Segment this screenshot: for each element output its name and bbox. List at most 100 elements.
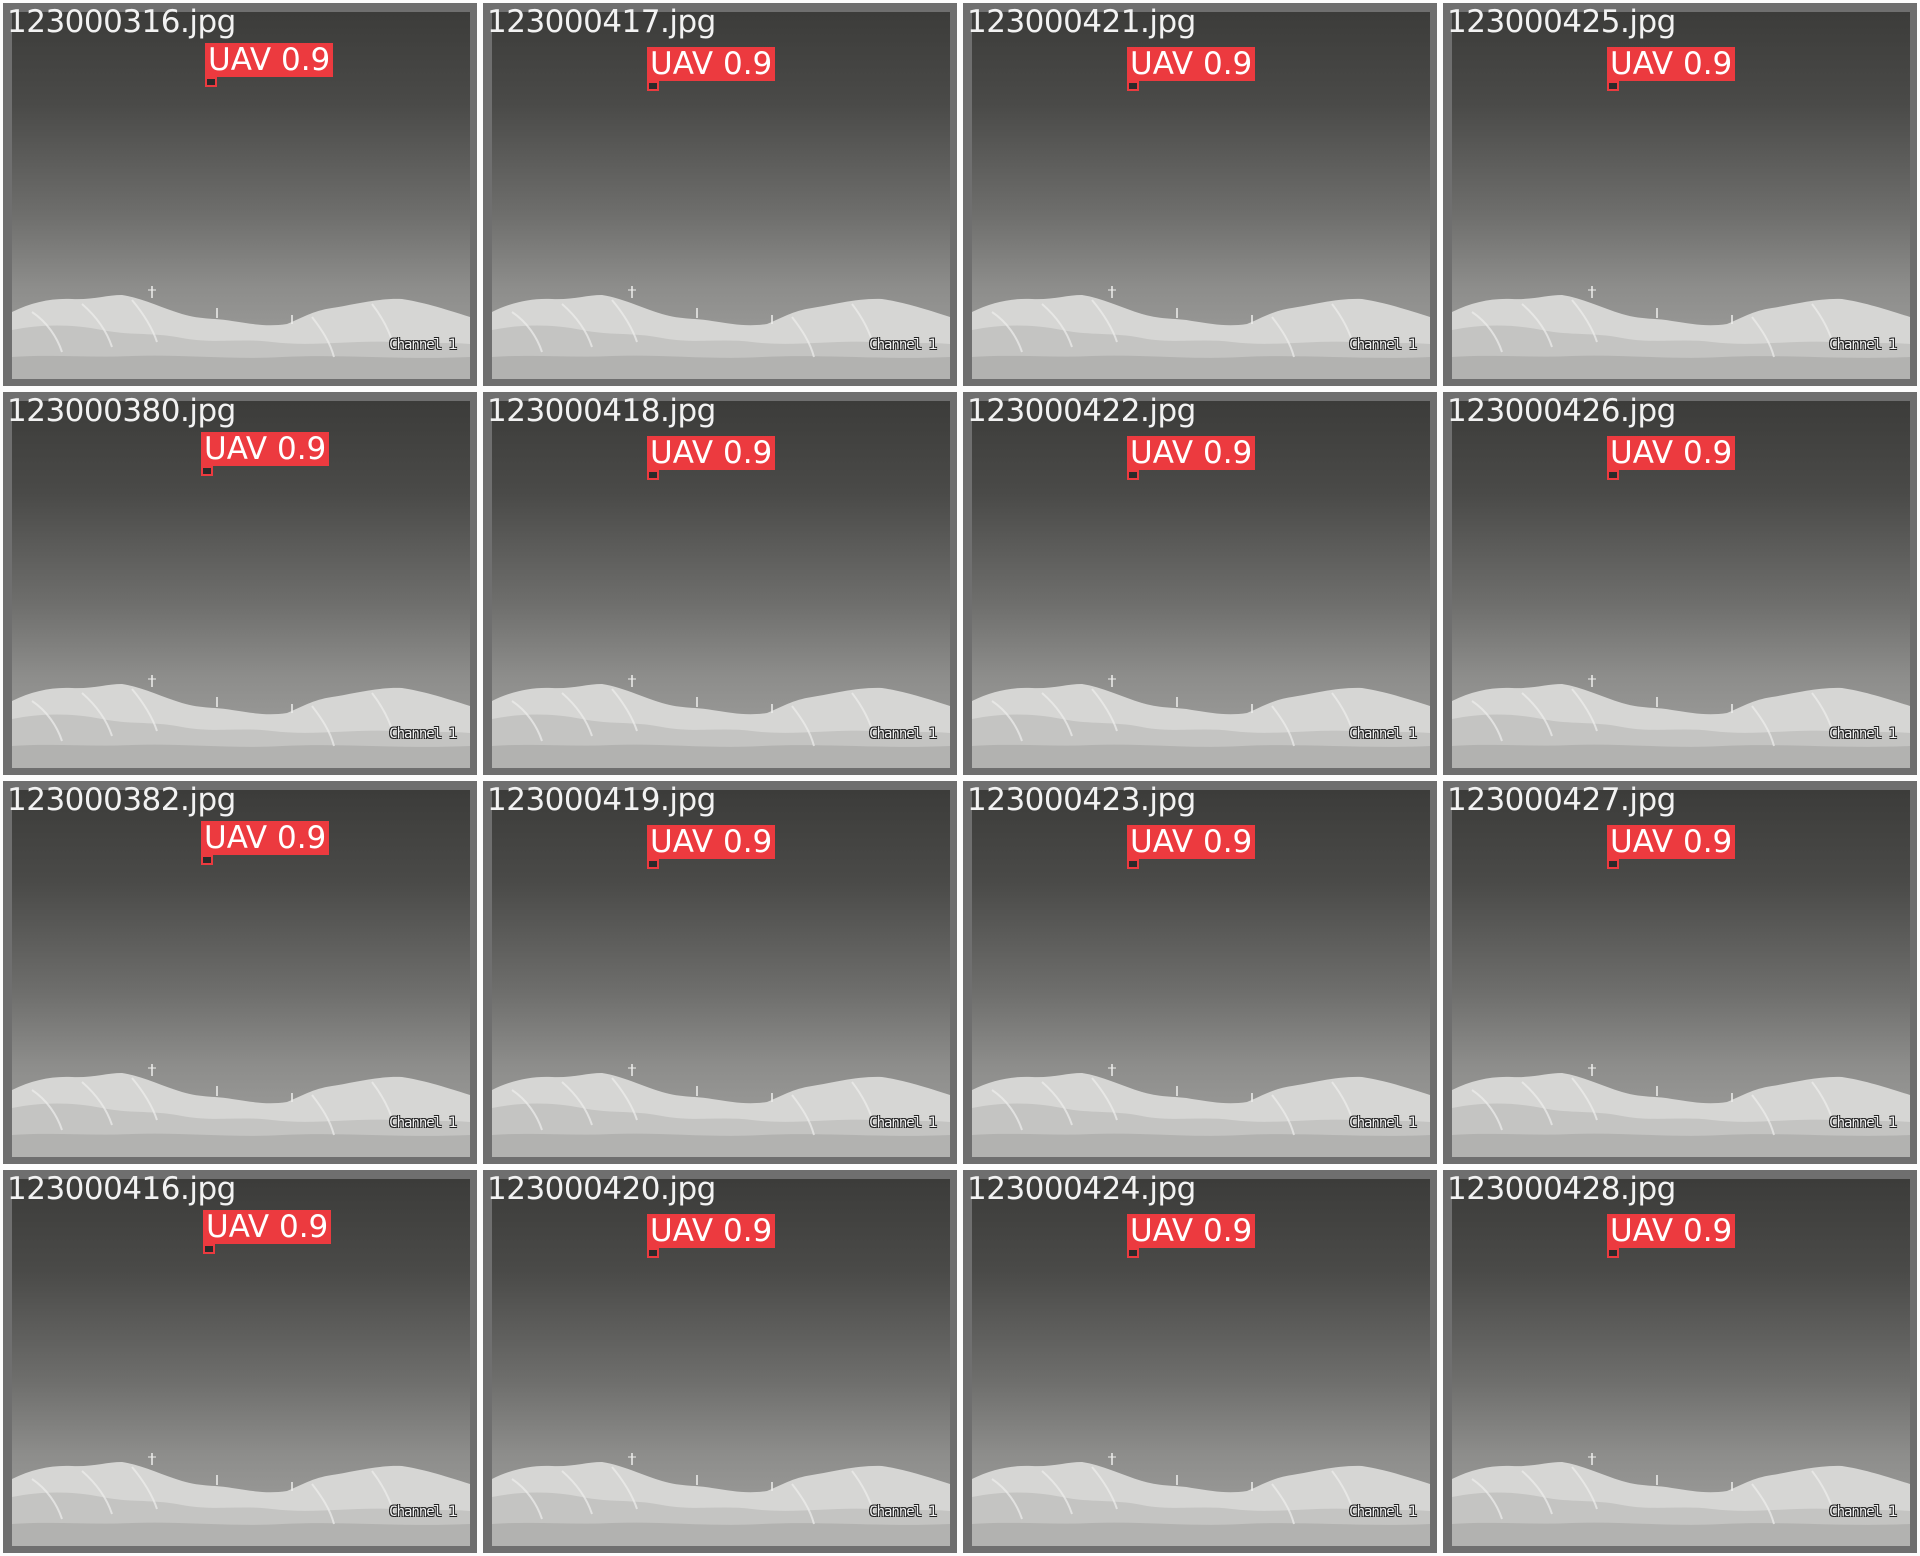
detection-bbox — [1127, 859, 1139, 869]
image-filename: 123000316.jpg — [7, 4, 236, 40]
hill-landscape — [12, 1453, 470, 1546]
uav-detection: UAV 0.9 — [1607, 47, 1736, 91]
uav-detection: UAV 0.9 — [205, 43, 334, 87]
uav-detection: UAV 0.9 — [1127, 47, 1256, 91]
thermal-frame: Channel 1 — [12, 1179, 470, 1546]
uav-detection: UAV 0.9 — [647, 1214, 776, 1258]
channel-overlay-text: Channel 1 — [1829, 1115, 1897, 1131]
detection-bbox — [201, 466, 213, 476]
detection-label: UAV 0.9 — [205, 43, 334, 77]
uav-detection: UAV 0.9 — [647, 436, 776, 480]
image-tile: Channel 1 123000426.jpg UAV 0.9 — [1440, 389, 1920, 778]
channel-overlay-text: Channel 1 — [869, 1504, 937, 1520]
channel-overlay-text: Channel 1 — [1349, 1504, 1417, 1520]
image-tile: Channel 1 123000416.jpg UAV 0.9 — [0, 1167, 480, 1556]
hill-landscape — [492, 1453, 950, 1546]
image-tile: Channel 1 123000417.jpg UAV 0.9 — [480, 0, 960, 389]
detection-bbox — [1127, 470, 1139, 480]
image-filename: 123000418.jpg — [487, 393, 716, 429]
detection-label: UAV 0.9 — [1127, 47, 1256, 81]
image-tile: Channel 1 123000316.jpg UAV 0.9 — [0, 0, 480, 389]
detection-bbox — [203, 1244, 215, 1254]
image-tile: Channel 1 123000421.jpg UAV 0.9 — [960, 0, 1440, 389]
channel-overlay-text: Channel 1 — [389, 726, 457, 742]
detection-label: UAV 0.9 — [201, 432, 330, 466]
detection-label: UAV 0.9 — [201, 821, 330, 855]
detection-bbox — [647, 1248, 659, 1258]
hill-landscape — [1452, 675, 1910, 768]
hill-landscape — [492, 1064, 950, 1157]
detection-bbox — [647, 470, 659, 480]
image-filename: 123000422.jpg — [967, 393, 1196, 429]
detection-label: UAV 0.9 — [203, 1210, 332, 1244]
channel-overlay-text: Channel 1 — [389, 1115, 457, 1131]
thermal-frame: Channel 1 — [1452, 12, 1910, 379]
hill-landscape — [972, 1453, 1430, 1546]
thermal-frame: Channel 1 — [492, 1179, 950, 1546]
detection-label: UAV 0.9 — [647, 436, 776, 470]
hill-landscape — [972, 286, 1430, 379]
detection-label: UAV 0.9 — [1127, 825, 1256, 859]
hill-landscape — [12, 675, 470, 768]
channel-overlay-text: Channel 1 — [1829, 726, 1897, 742]
image-tile: Channel 1 123000419.jpg UAV 0.9 — [480, 778, 960, 1167]
hill-landscape — [12, 286, 470, 379]
image-tile: Channel 1 123000424.jpg UAV 0.9 — [960, 1167, 1440, 1556]
thermal-frame: Channel 1 — [492, 790, 950, 1157]
image-tile: Channel 1 123000380.jpg UAV 0.9 — [0, 389, 480, 778]
channel-overlay-text: Channel 1 — [1829, 337, 1897, 353]
uav-detection: UAV 0.9 — [1127, 1214, 1256, 1258]
uav-detection: UAV 0.9 — [1607, 825, 1736, 869]
thermal-frame: Channel 1 — [1452, 790, 1910, 1157]
image-filename: 123000423.jpg — [967, 782, 1196, 818]
uav-detection: UAV 0.9 — [1607, 436, 1736, 480]
image-tile: Channel 1 123000427.jpg UAV 0.9 — [1440, 778, 1920, 1167]
detection-label: UAV 0.9 — [647, 1214, 776, 1248]
image-filename: 123000421.jpg — [967, 4, 1196, 40]
uav-detection: UAV 0.9 — [1127, 825, 1256, 869]
channel-overlay-text: Channel 1 — [389, 1504, 457, 1520]
uav-detection: UAV 0.9 — [203, 1210, 332, 1254]
hill-landscape — [492, 675, 950, 768]
uav-detection: UAV 0.9 — [201, 821, 330, 865]
detection-label: UAV 0.9 — [647, 825, 776, 859]
channel-overlay-text: Channel 1 — [1349, 1115, 1417, 1131]
detection-label: UAV 0.9 — [1607, 1214, 1736, 1248]
hill-landscape — [1452, 1064, 1910, 1157]
hill-landscape — [492, 286, 950, 379]
image-filename: 123000428.jpg — [1447, 1171, 1676, 1207]
uav-detection: UAV 0.9 — [647, 825, 776, 869]
hill-landscape — [1452, 286, 1910, 379]
detection-label: UAV 0.9 — [1607, 47, 1736, 81]
thermal-frame: Channel 1 — [972, 401, 1430, 768]
image-filename: 123000426.jpg — [1447, 393, 1676, 429]
hill-landscape — [1452, 1453, 1910, 1546]
image-tile: Channel 1 123000425.jpg UAV 0.9 — [1440, 0, 1920, 389]
channel-overlay-text: Channel 1 — [389, 337, 457, 353]
channel-overlay-text: Channel 1 — [1349, 337, 1417, 353]
image-filename: 123000382.jpg — [7, 782, 236, 818]
detection-bbox — [1607, 859, 1619, 869]
detection-bbox — [1127, 1248, 1139, 1258]
detection-bbox — [205, 77, 217, 87]
detection-bbox — [647, 81, 659, 91]
channel-overlay-text: Channel 1 — [1829, 1504, 1897, 1520]
image-filename: 123000416.jpg — [7, 1171, 236, 1207]
detection-bbox — [1607, 81, 1619, 91]
image-filename: 123000419.jpg — [487, 782, 716, 818]
image-filename: 123000425.jpg — [1447, 4, 1676, 40]
channel-overlay-text: Channel 1 — [869, 726, 937, 742]
channel-overlay-text: Channel 1 — [869, 337, 937, 353]
detection-label: UAV 0.9 — [647, 47, 776, 81]
image-filename: 123000420.jpg — [487, 1171, 716, 1207]
detection-label: UAV 0.9 — [1607, 436, 1736, 470]
image-filename: 123000417.jpg — [487, 4, 716, 40]
image-tile: Channel 1 123000418.jpg UAV 0.9 — [480, 389, 960, 778]
image-filename: 123000380.jpg — [7, 393, 236, 429]
detection-bbox — [1607, 1248, 1619, 1258]
image-tile: Channel 1 123000420.jpg UAV 0.9 — [480, 1167, 960, 1556]
hill-landscape — [12, 1064, 470, 1157]
hill-landscape — [972, 1064, 1430, 1157]
image-tile: Channel 1 123000422.jpg UAV 0.9 — [960, 389, 1440, 778]
